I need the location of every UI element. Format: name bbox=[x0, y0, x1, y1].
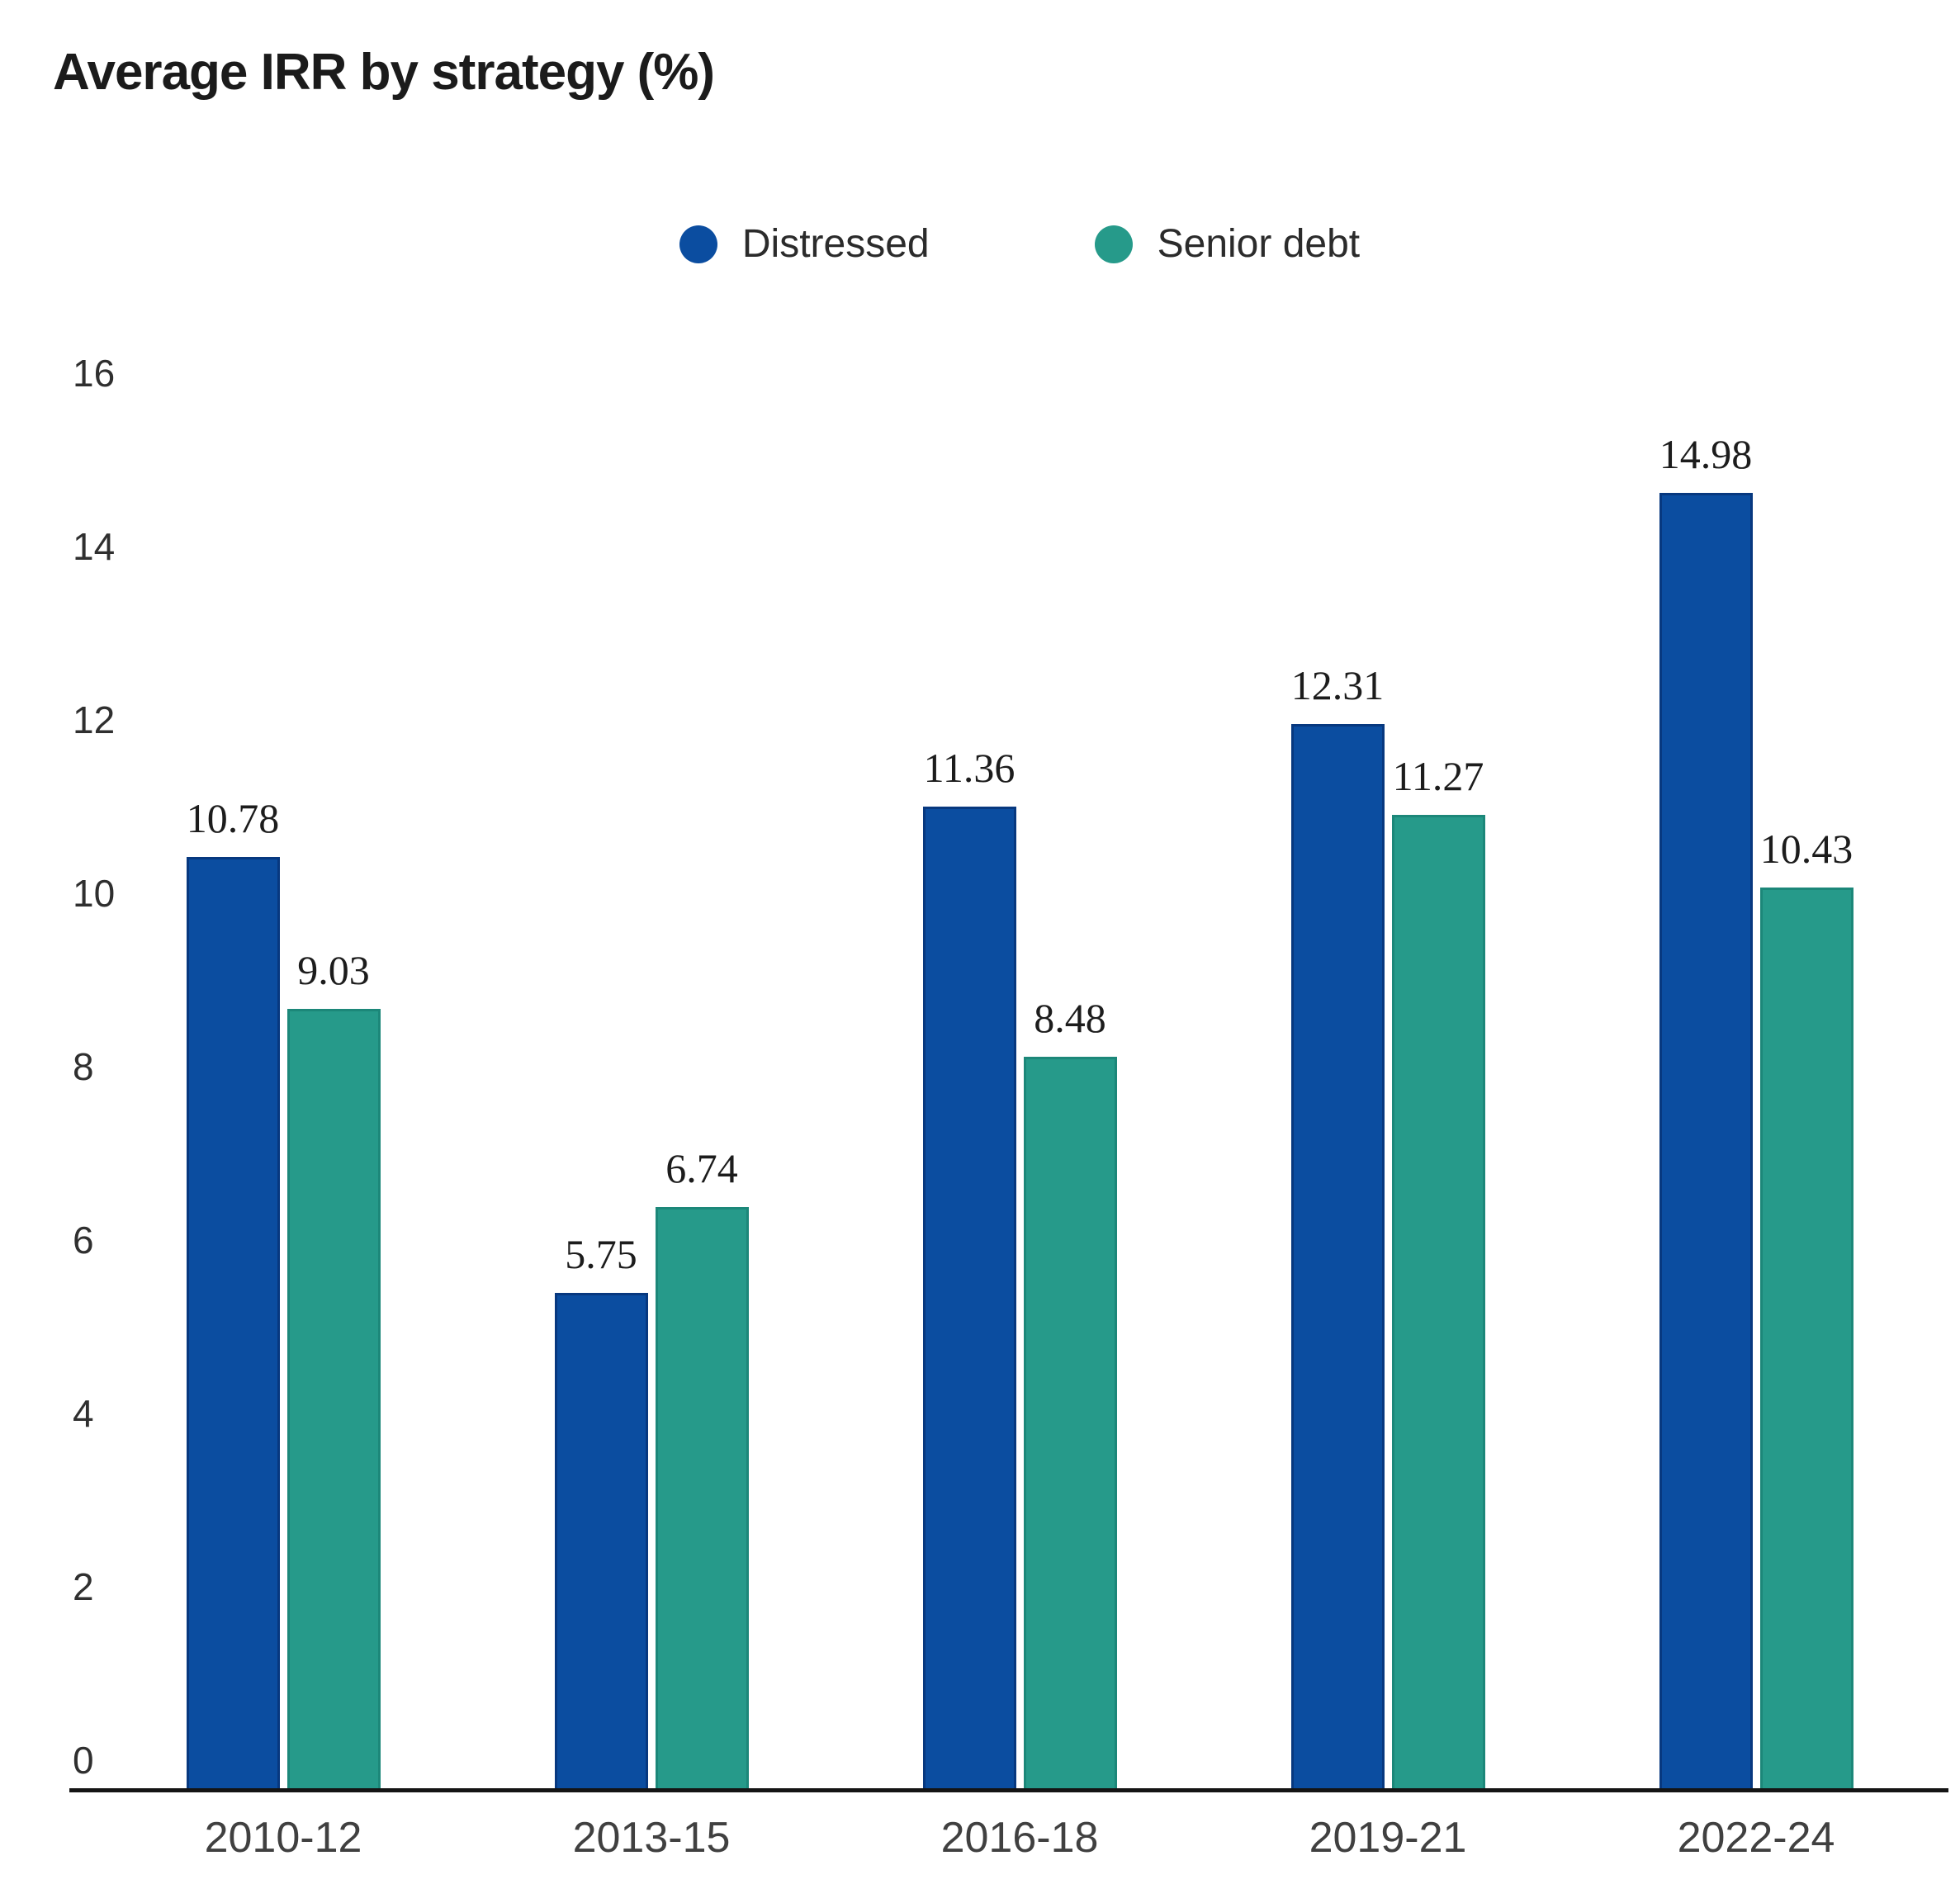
y-axis-tick-label-8: 8 bbox=[73, 1045, 94, 1088]
y-axis-tick-label-2: 2 bbox=[73, 1565, 94, 1608]
bar-senior-debt-2019-21 bbox=[1392, 815, 1485, 1792]
y-axis-tick-label-10: 10 bbox=[73, 872, 116, 915]
y-axis-tick-label-16: 16 bbox=[73, 352, 116, 395]
y-axis-tick-label-4: 4 bbox=[73, 1392, 94, 1435]
y-axis-tick-label-14: 14 bbox=[73, 525, 116, 568]
bar-senior-debt-2016-18 bbox=[1024, 1057, 1117, 1792]
y-axis-tick-label-6: 6 bbox=[73, 1219, 94, 1262]
bar-distressed-2013-15 bbox=[555, 1293, 648, 1792]
legend-label-senior-debt: Senior debt bbox=[1157, 222, 1361, 266]
legend-item-distressed: Distressed bbox=[679, 221, 930, 267]
value-label-senior-debt-2010-12: 9.03 bbox=[297, 947, 370, 993]
legend-dot-senior-debt bbox=[1094, 225, 1133, 263]
value-label-distressed-2013-15: 5.75 bbox=[565, 1231, 637, 1277]
bar-distressed-2019-21 bbox=[1291, 724, 1385, 1792]
x-axis-line bbox=[69, 1788, 1948, 1792]
x-axis-category-label-2016-18: 2016-18 bbox=[940, 1814, 1099, 1862]
legend-dot-distressed bbox=[679, 225, 717, 263]
y-axis-tick-label-0: 0 bbox=[73, 1739, 94, 1782]
value-label-distressed-2016-18: 11.36 bbox=[923, 745, 1016, 791]
value-label-senior-debt-2019-21: 11.27 bbox=[1392, 753, 1484, 799]
bar-senior-debt-2022-24 bbox=[1760, 888, 1853, 1792]
value-label-distressed-2019-21: 12.31 bbox=[1290, 662, 1385, 708]
legend: Distressed Senior debt bbox=[99, 221, 1940, 267]
bar-senior-debt-2010-12 bbox=[287, 1009, 381, 1792]
x-axis-category-label-2013-15: 2013-15 bbox=[572, 1814, 731, 1862]
value-label-senior-debt-2016-18: 8.48 bbox=[1034, 995, 1106, 1041]
y-axis-tick-label-12: 12 bbox=[73, 698, 116, 741]
bar-distressed-2022-24 bbox=[1659, 493, 1753, 1792]
value-label-distressed-2010-12: 10.78 bbox=[186, 795, 280, 841]
bar-distressed-2016-18 bbox=[923, 807, 1016, 1792]
value-label-distressed-2022-24: 14.98 bbox=[1659, 431, 1753, 477]
legend-item-senior-debt: Senior debt bbox=[1094, 221, 1361, 267]
chart-title: Average IRR by strategy (%) bbox=[53, 44, 715, 101]
x-axis-category-label-2010-12: 2010-12 bbox=[204, 1814, 362, 1862]
x-axis-category-label-2019-21: 2019-21 bbox=[1309, 1814, 1467, 1862]
value-label-senior-debt-2013-15: 6.74 bbox=[665, 1145, 738, 1191]
value-label-senior-debt-2022-24: 10.43 bbox=[1759, 826, 1853, 872]
bar-senior-debt-2013-15 bbox=[656, 1207, 749, 1792]
legend-label-distressed: Distressed bbox=[741, 222, 930, 266]
bar-distressed-2010-12 bbox=[187, 857, 280, 1792]
x-axis-category-label-2022-24: 2022-24 bbox=[1677, 1814, 1835, 1862]
